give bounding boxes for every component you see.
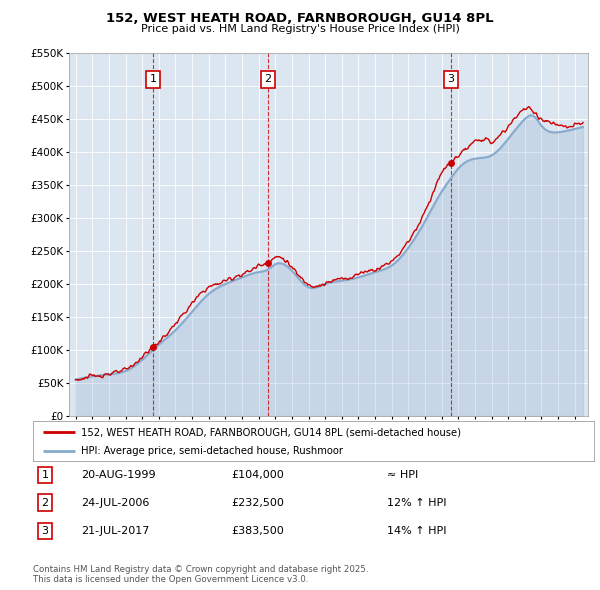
Text: 12% ↑ HPI: 12% ↑ HPI: [387, 498, 446, 507]
Text: 14% ↑ HPI: 14% ↑ HPI: [387, 526, 446, 536]
Text: £232,500: £232,500: [231, 498, 284, 507]
Text: HPI: Average price, semi-detached house, Rushmoor: HPI: Average price, semi-detached house,…: [80, 445, 343, 455]
Text: 2: 2: [41, 498, 49, 507]
Text: £383,500: £383,500: [231, 526, 284, 536]
Text: Price paid vs. HM Land Registry's House Price Index (HPI): Price paid vs. HM Land Registry's House …: [140, 24, 460, 34]
Text: £104,000: £104,000: [231, 470, 284, 480]
Text: Contains HM Land Registry data © Crown copyright and database right 2025.
This d: Contains HM Land Registry data © Crown c…: [33, 565, 368, 584]
Text: 3: 3: [447, 74, 454, 84]
Text: 152, WEST HEATH ROAD, FARNBOROUGH, GU14 8PL: 152, WEST HEATH ROAD, FARNBOROUGH, GU14 …: [106, 12, 494, 25]
Text: 21-JUL-2017: 21-JUL-2017: [81, 526, 149, 536]
Text: 152, WEST HEATH ROAD, FARNBOROUGH, GU14 8PL (semi-detached house): 152, WEST HEATH ROAD, FARNBOROUGH, GU14 …: [80, 427, 461, 437]
Text: 3: 3: [41, 526, 49, 536]
Text: 2: 2: [265, 74, 272, 84]
Text: 20-AUG-1999: 20-AUG-1999: [81, 470, 155, 480]
Text: 24-JUL-2006: 24-JUL-2006: [81, 498, 149, 507]
Text: 1: 1: [41, 470, 49, 480]
Text: 1: 1: [149, 74, 157, 84]
Text: ≈ HPI: ≈ HPI: [387, 470, 418, 480]
